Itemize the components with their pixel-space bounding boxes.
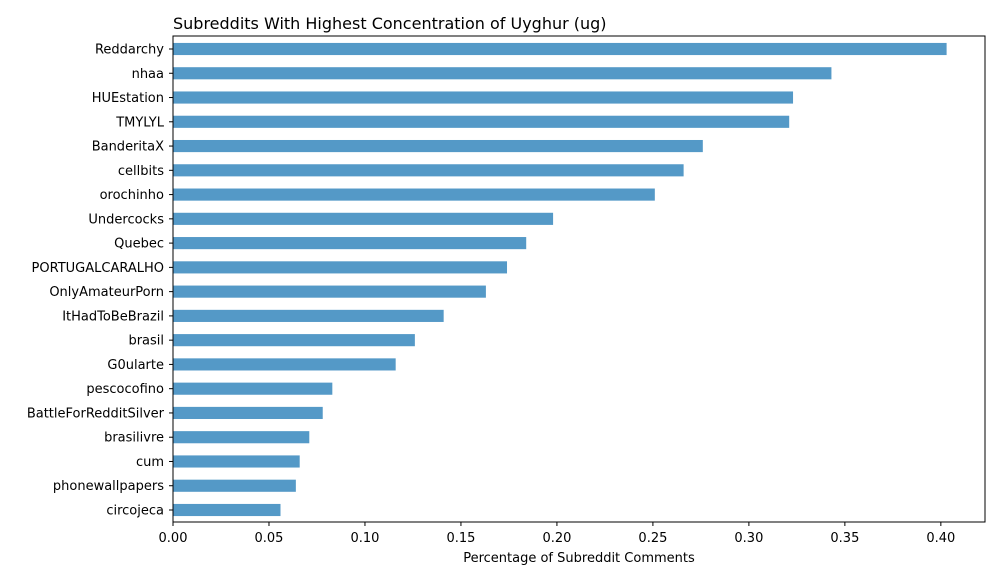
- y-tick-label: cellbits: [118, 164, 164, 179]
- y-tick-label: OnlyAmateurPorn: [49, 285, 164, 300]
- y-tick-label: HUEstation: [92, 91, 164, 106]
- bar-pescocofino: [173, 382, 333, 395]
- y-tick-label: brasilivre: [104, 431, 164, 446]
- axes-layer: Reddarchy nhaa HUEstation TMYLYL BanderitaX c…: [27, 35, 986, 546]
- x-tick-label: 0.30: [734, 531, 763, 546]
- bar-HUEstation: [173, 91, 794, 104]
- bar-TMYLYL: [173, 115, 790, 128]
- x-tick-label: 0.25: [638, 531, 667, 546]
- bar-BattleForRedditSilver: [173, 406, 323, 420]
- x-tick-label: 0.05: [255, 531, 284, 546]
- y-tick-label: orochinho: [100, 188, 164, 203]
- y-tick-label: ItHadToBeBrazil: [62, 309, 164, 324]
- bar-nhaa: [173, 67, 832, 80]
- x-axis-label: Percentage of Subreddit Comments: [463, 551, 695, 566]
- x-tick-label: 0.00: [159, 531, 188, 546]
- x-tick-label: 0.40: [926, 531, 955, 546]
- y-tick-label: nhaa: [132, 67, 164, 82]
- bar-PORTUGALCARALHO: [173, 261, 508, 274]
- x-tick-label: 0.10: [350, 531, 379, 546]
- y-tick-label: circojeca: [106, 504, 164, 519]
- chart-title: Subreddits With Highest Concentration of…: [173, 14, 607, 33]
- y-tick-label: BattleForRedditSilver: [27, 406, 165, 421]
- bar-Undercocks: [173, 212, 554, 225]
- x-tick-label: 0.20: [542, 531, 571, 546]
- y-tick-label: phonewallpapers: [53, 479, 164, 494]
- y-tick-label: TMYLYL: [115, 115, 165, 130]
- y-tick-label: Reddarchy: [95, 43, 164, 58]
- bar-brasilivre: [173, 431, 310, 444]
- y-tick-label: brasil: [128, 334, 164, 349]
- bars-layer: [173, 42, 947, 517]
- y-tick-label: BanderitaX: [92, 140, 164, 155]
- x-tick-label: 0.35: [830, 531, 859, 546]
- y-tick-label: PORTUGALCARALHO: [32, 261, 164, 276]
- y-tick-label: Undercocks: [88, 212, 164, 227]
- bar-orochinho: [173, 188, 655, 201]
- bar-circojeca: [173, 503, 281, 517]
- bar-Reddarchy: [173, 42, 947, 56]
- bar-BanderitaX: [173, 139, 703, 153]
- y-tick-label: cum: [136, 455, 164, 470]
- bar-G0ularte: [173, 358, 396, 371]
- bar-Quebec: [173, 237, 527, 250]
- bar-ItHadToBeBrazil: [173, 309, 444, 322]
- bar-phonewallpapers: [173, 479, 296, 492]
- y-tick-label: G0ularte: [107, 358, 164, 373]
- x-tick-label: 0.15: [446, 531, 475, 546]
- bar-cellbits: [173, 164, 684, 177]
- bar-OnlyAmateurPorn: [173, 285, 486, 298]
- bar-brasil: [173, 334, 415, 347]
- plot-frame: [172, 35, 986, 523]
- y-tick-label: pescocofino: [86, 382, 164, 397]
- y-tick-label: Quebec: [114, 237, 164, 252]
- bar-cum: [173, 455, 300, 468]
